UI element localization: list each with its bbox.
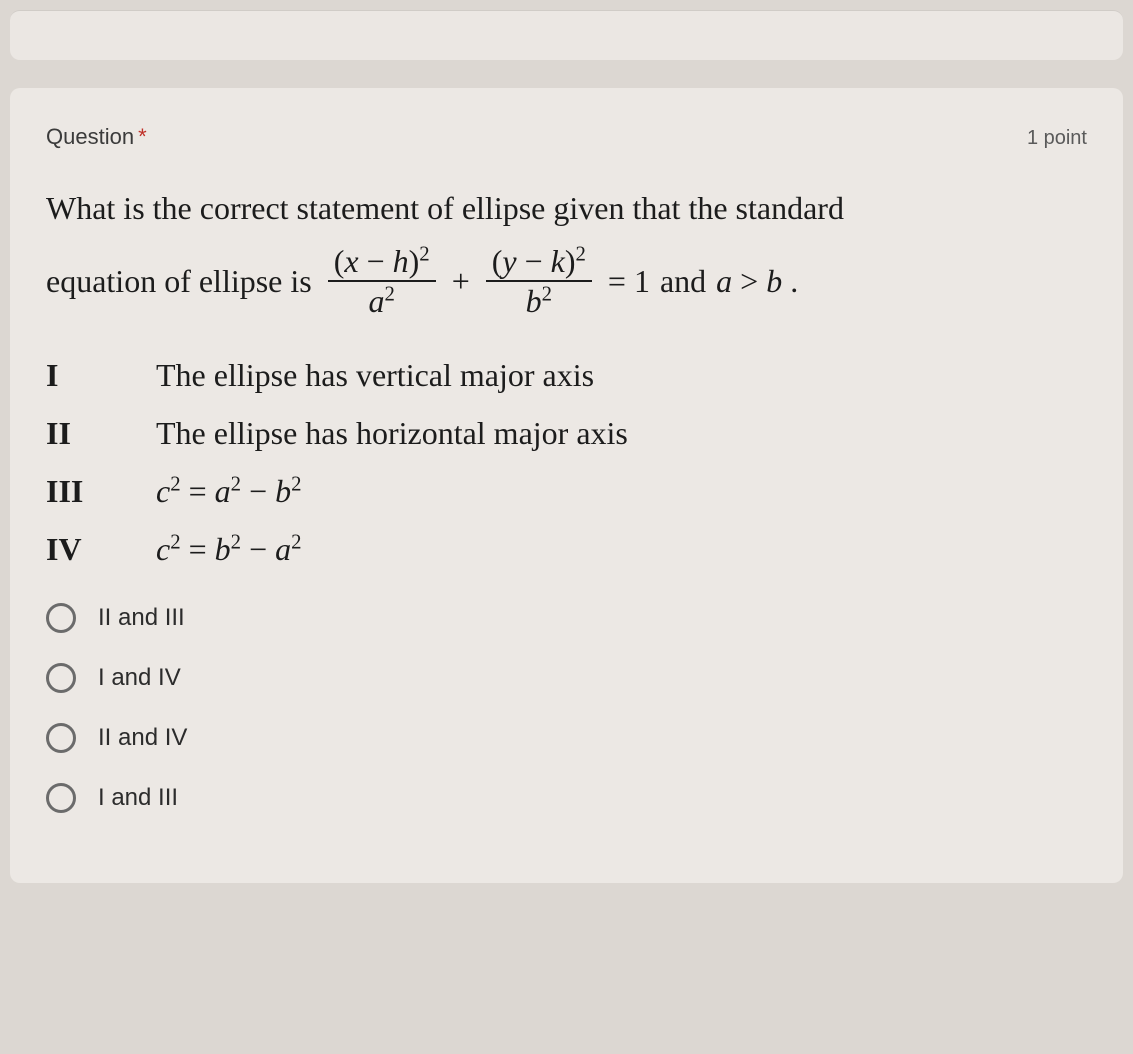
points-label: 1 point bbox=[1027, 127, 1087, 150]
var-x: x bbox=[344, 243, 358, 279]
lparen: ( bbox=[334, 243, 345, 279]
statement-label: I bbox=[46, 351, 156, 399]
option-4[interactable]: I and III bbox=[46, 783, 1087, 813]
option-label: I and III bbox=[98, 784, 178, 812]
statements-list: I The ellipse has vertical major axis II… bbox=[46, 351, 1087, 573]
exp-2: 2 bbox=[170, 472, 180, 495]
question-label-wrap: Question* bbox=[46, 124, 147, 150]
radio-icon[interactable] bbox=[46, 603, 76, 633]
option-label: II and IV bbox=[98, 724, 187, 752]
var-a: a bbox=[369, 283, 385, 319]
prompt-line-1: What is the correct statement of ellipse… bbox=[46, 184, 1087, 232]
equals: = bbox=[181, 531, 215, 567]
option-1[interactable]: II and III bbox=[46, 603, 1087, 633]
question-label: Question bbox=[46, 124, 134, 149]
rparen: ) bbox=[565, 243, 576, 279]
and-text: and bbox=[660, 257, 706, 305]
answer-options: II and III I and IV II and IV I and III bbox=[46, 603, 1087, 813]
plus-sign: + bbox=[452, 257, 470, 305]
exp-2: 2 bbox=[542, 283, 552, 306]
var-a: a bbox=[215, 473, 231, 509]
radio-icon[interactable] bbox=[46, 723, 76, 753]
statement-label: II bbox=[46, 409, 156, 457]
exp-2: 2 bbox=[291, 472, 301, 495]
prompt-equation-line: equation of ellipse is (x − h)2 a2 + (y … bbox=[46, 242, 1087, 321]
statement-equation: c2 = b2 − a2 bbox=[156, 525, 302, 573]
fraction-2-denominator: b2 bbox=[520, 282, 558, 320]
exp-2: 2 bbox=[576, 242, 586, 265]
var-a: a bbox=[275, 531, 291, 567]
card-header: Question* 1 point bbox=[46, 124, 1087, 150]
condition: a > b . bbox=[716, 257, 798, 305]
exp-2: 2 bbox=[170, 530, 180, 553]
var-y: y bbox=[502, 243, 516, 279]
statement-row-1: I The ellipse has vertical major axis bbox=[46, 351, 1087, 399]
radio-icon[interactable] bbox=[46, 663, 76, 693]
var-b: b bbox=[526, 283, 542, 319]
statement-row-2: II The ellipse has horizontal major axis bbox=[46, 409, 1087, 457]
var-b: b bbox=[766, 263, 782, 299]
statement-equation: c2 = a2 − b2 bbox=[156, 467, 302, 515]
radio-icon[interactable] bbox=[46, 783, 76, 813]
var-b: b bbox=[215, 531, 231, 567]
prompt-line2-prefix: equation of ellipse is bbox=[46, 257, 312, 305]
minus: − bbox=[241, 531, 275, 567]
var-h: h bbox=[393, 243, 409, 279]
minus: − bbox=[517, 243, 551, 279]
fraction-1: (x − h)2 a2 bbox=[328, 242, 436, 321]
fraction-2: (y − k)2 b2 bbox=[486, 242, 592, 321]
equals-one: = 1 bbox=[608, 257, 650, 305]
exp-2: 2 bbox=[419, 242, 429, 265]
statement-text: The ellipse has vertical major axis bbox=[156, 351, 594, 399]
option-label: I and IV bbox=[98, 664, 181, 692]
var-b: b bbox=[275, 473, 291, 509]
fraction-1-numerator: (x − h)2 bbox=[328, 242, 436, 280]
lparen: ( bbox=[492, 243, 503, 279]
gt-sign: > bbox=[732, 263, 766, 299]
exp-2: 2 bbox=[231, 472, 241, 495]
var-c: c bbox=[156, 531, 170, 567]
rparen: ) bbox=[409, 243, 420, 279]
statement-label: III bbox=[46, 467, 156, 515]
minus: − bbox=[241, 473, 275, 509]
fraction-2-numerator: (y − k)2 bbox=[486, 242, 592, 280]
equals: = bbox=[181, 473, 215, 509]
exp-2: 2 bbox=[291, 530, 301, 553]
var-k: k bbox=[551, 243, 565, 279]
statement-text: The ellipse has horizontal major axis bbox=[156, 409, 628, 457]
option-3[interactable]: II and IV bbox=[46, 723, 1087, 753]
exp-2: 2 bbox=[385, 283, 395, 306]
option-2[interactable]: I and IV bbox=[46, 663, 1087, 693]
exp-2: 2 bbox=[231, 530, 241, 553]
required-asterisk: * bbox=[138, 124, 147, 149]
question-card: Question* 1 point What is the correct st… bbox=[10, 88, 1123, 883]
previous-card-edge bbox=[10, 10, 1123, 60]
statement-row-4: IV c2 = b2 − a2 bbox=[46, 525, 1087, 573]
option-label: II and III bbox=[98, 604, 185, 632]
var-a: a bbox=[716, 263, 732, 299]
var-c: c bbox=[156, 473, 170, 509]
statement-row-3: III c2 = a2 − b2 bbox=[46, 467, 1087, 515]
fraction-1-denominator: a2 bbox=[363, 282, 401, 320]
question-body: What is the correct statement of ellipse… bbox=[46, 184, 1087, 573]
statement-label: IV bbox=[46, 525, 156, 573]
minus: − bbox=[359, 243, 393, 279]
period: . bbox=[782, 263, 798, 299]
